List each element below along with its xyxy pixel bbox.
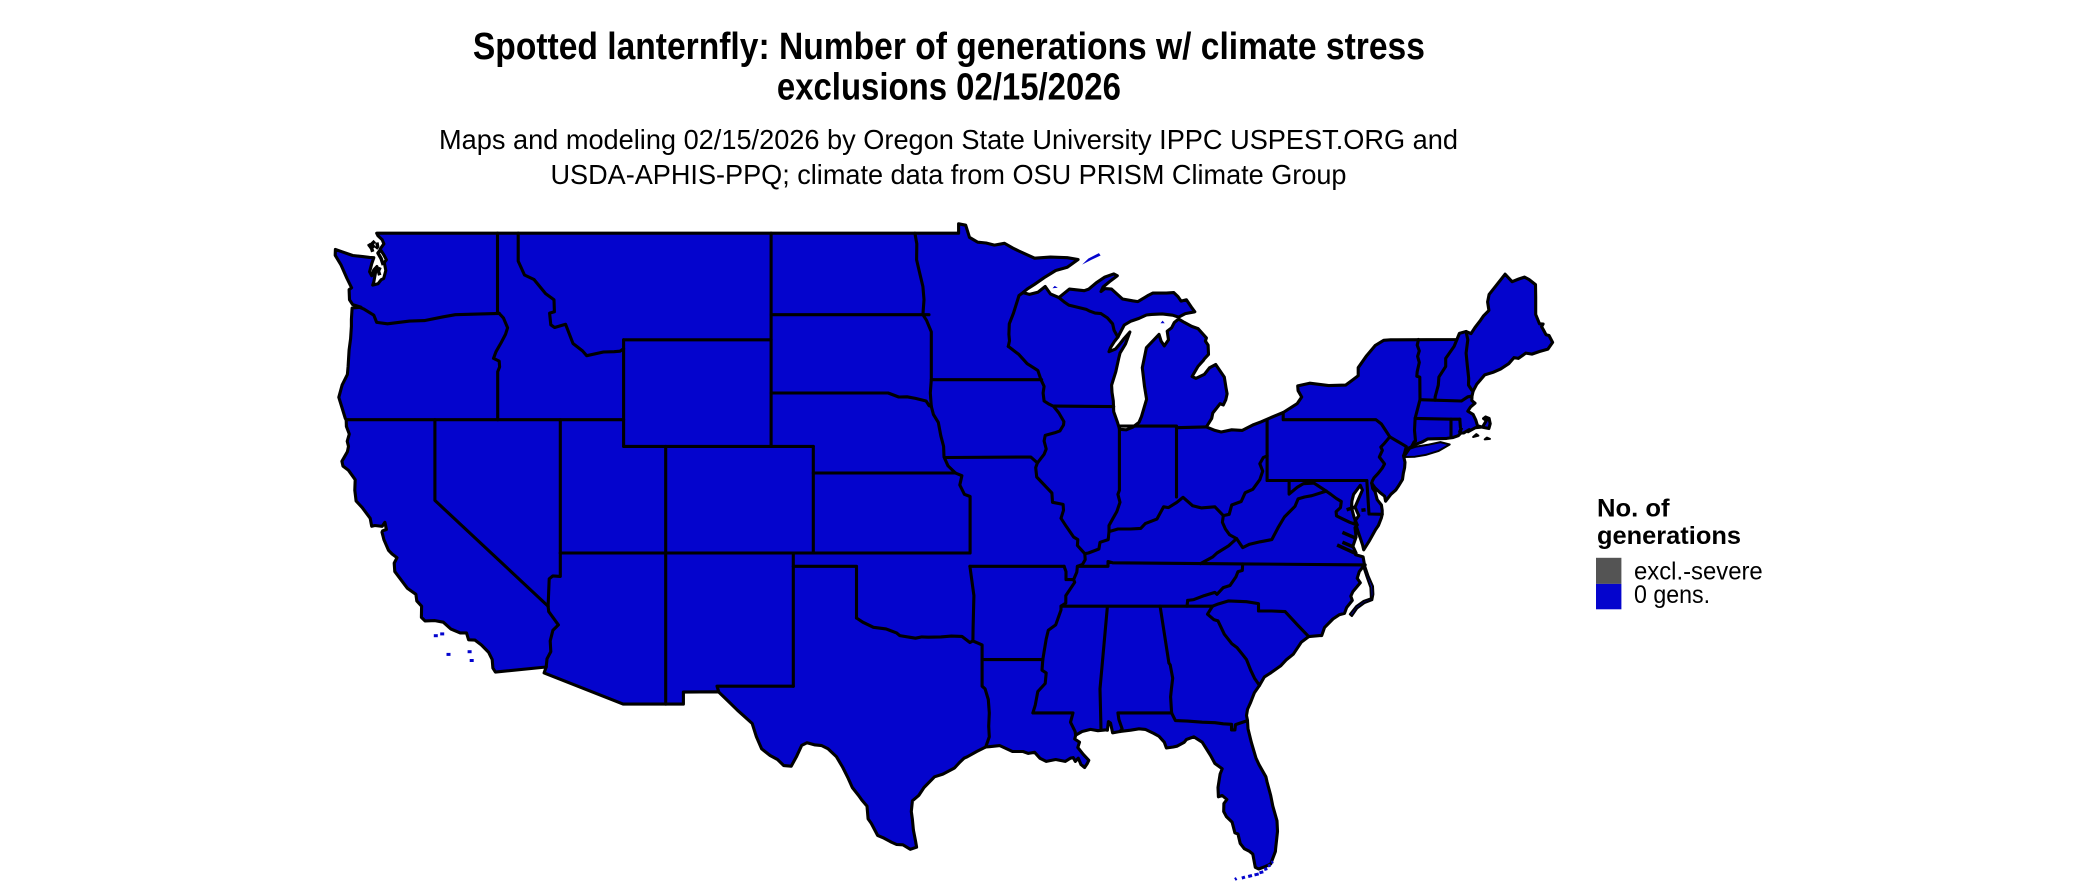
svg-text:No. of: No. of: [1597, 494, 1670, 522]
svg-text:excl.-severe: excl.-severe: [1634, 558, 1763, 586]
svg-text:Spotted lanternfly: Number of: Spotted lanternfly: Number of generation…: [473, 26, 1425, 68]
svg-text:USDA-APHIS-PPQ; climate data f: USDA-APHIS-PPQ; climate data from OSU PR…: [551, 159, 1347, 190]
svg-text:exclusions 02/15/2026: exclusions 02/15/2026: [777, 66, 1121, 108]
svg-text:generations: generations: [1597, 522, 1741, 550]
svg-text:Maps and modeling 02/15/2026 b: Maps and modeling 02/15/2026 by Oregon S…: [439, 124, 1458, 155]
svg-text:0 gens.: 0 gens.: [1634, 581, 1710, 609]
